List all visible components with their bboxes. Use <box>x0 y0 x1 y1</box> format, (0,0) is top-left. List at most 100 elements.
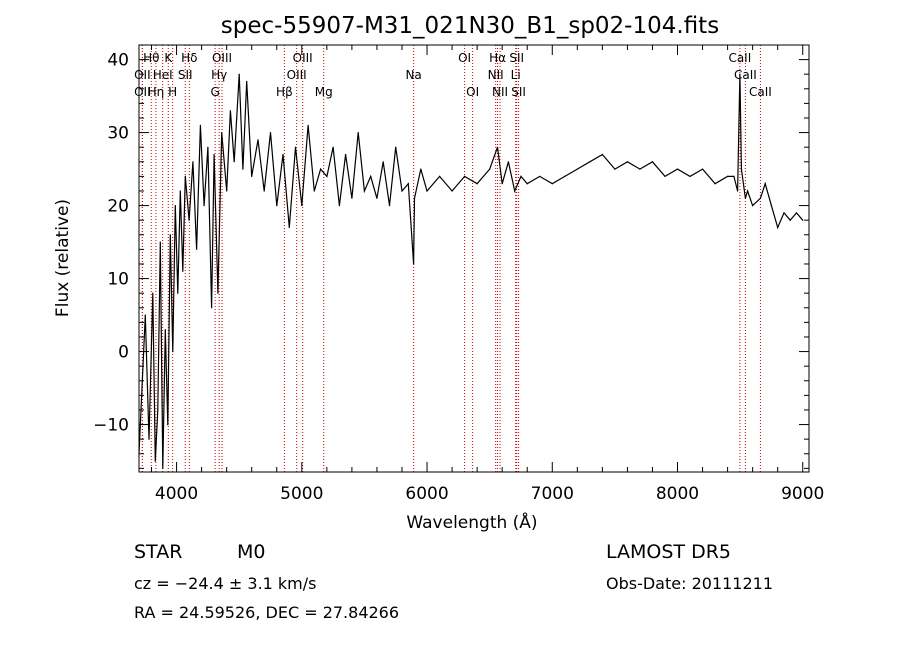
line-label: Hδ <box>181 51 197 65</box>
data-point <box>154 460 156 462</box>
line-label: OII <box>134 68 151 82</box>
data-point <box>213 153 215 156</box>
data-point <box>802 219 804 221</box>
data-point <box>576 168 578 170</box>
data-point <box>152 292 154 294</box>
data-point <box>282 153 284 156</box>
data-point <box>507 161 509 163</box>
line-label: OIII <box>212 51 232 65</box>
data-point <box>159 241 161 243</box>
data-point <box>589 161 591 163</box>
line-label: Na <box>405 68 421 82</box>
data-point <box>164 329 166 331</box>
x-tick-label: 4000 <box>155 484 198 504</box>
data-point <box>539 175 541 177</box>
data-point <box>246 80 248 83</box>
data-point <box>777 226 779 229</box>
data-point <box>395 146 397 148</box>
data-point <box>196 248 198 250</box>
data-point <box>357 132 359 134</box>
data-point <box>747 190 749 192</box>
data-point <box>226 190 228 192</box>
data-point <box>192 161 194 163</box>
data-point <box>727 175 729 177</box>
data-point <box>564 175 566 177</box>
data-point <box>664 175 666 177</box>
data-point <box>203 205 205 207</box>
data-point <box>739 73 741 75</box>
data-point <box>702 168 704 170</box>
data-point <box>179 190 181 192</box>
coordinates: RA = 24.59526, DEC = 27.84266 <box>134 603 399 622</box>
data-point <box>789 219 791 221</box>
data-point <box>157 409 159 411</box>
line-label: K <box>164 51 173 65</box>
y-axis-ticks: −10 0 10 20 30 40 <box>93 44 809 469</box>
y-tick-label: 30 <box>107 124 129 144</box>
data-point <box>501 183 503 185</box>
data-point <box>307 124 309 126</box>
data-point <box>451 190 453 192</box>
data-point <box>496 146 499 148</box>
data-point <box>626 161 629 163</box>
data-point <box>351 197 353 199</box>
y-tick-label: 10 <box>107 270 129 290</box>
data-point <box>169 234 171 236</box>
data-point <box>770 205 773 207</box>
line-label: OI <box>458 51 471 65</box>
line-label: Hβ <box>276 85 293 99</box>
data-point <box>207 146 209 148</box>
line-label: NII <box>488 68 504 82</box>
x-tick-label: 5000 <box>280 484 323 504</box>
line-label: NII <box>492 85 508 99</box>
line-label: CaII <box>728 51 751 65</box>
data-point <box>177 292 179 294</box>
data-point <box>162 467 164 469</box>
x-tick-label: 6000 <box>405 484 448 504</box>
data-point <box>401 190 403 192</box>
line-label: Li <box>511 68 521 82</box>
data-point <box>676 168 679 170</box>
data-point <box>740 168 743 170</box>
x-tick-label: 9000 <box>781 484 824 504</box>
line-label: Mg <box>315 85 333 99</box>
x-axis-ticks: 4000 5000 6000 7000 8000 9000 <box>151 45 824 504</box>
data-point <box>752 205 754 207</box>
y-tick-label: −10 <box>93 416 129 436</box>
data-point <box>514 190 516 192</box>
line-label: H <box>168 85 177 99</box>
line-label: CaII <box>749 85 772 99</box>
data-point <box>714 183 716 185</box>
redshift-value: cz = −24.4 ± 3.1 km/s <box>134 574 317 593</box>
data-point <box>238 73 240 75</box>
data-point <box>233 161 235 163</box>
flux-series <box>138 73 804 469</box>
data-point <box>464 175 466 177</box>
data-point <box>651 161 654 163</box>
line-label: OIII <box>293 51 313 65</box>
data-point <box>520 175 522 177</box>
line-label: Hη <box>148 85 165 99</box>
data-point <box>370 175 372 177</box>
data-point <box>288 226 290 229</box>
data-point <box>211 307 213 309</box>
spectral-line-markers <box>141 45 761 472</box>
data-point <box>257 139 259 141</box>
data-point <box>251 175 253 177</box>
data-point <box>526 183 528 185</box>
y-tick-label: 20 <box>107 197 129 217</box>
data-point <box>144 314 146 316</box>
data-point <box>382 161 384 163</box>
line-label: SII <box>511 85 526 99</box>
x-tick-label: 7000 <box>531 484 574 504</box>
data-point <box>276 205 278 207</box>
line-label: Hγ <box>211 68 227 82</box>
data-point <box>376 197 378 199</box>
data-point <box>744 197 747 199</box>
data-point <box>764 183 766 185</box>
object-class: STAR <box>134 541 182 563</box>
data-point <box>332 146 334 148</box>
line-label: OI <box>466 85 479 99</box>
plot-frame <box>138 44 810 473</box>
